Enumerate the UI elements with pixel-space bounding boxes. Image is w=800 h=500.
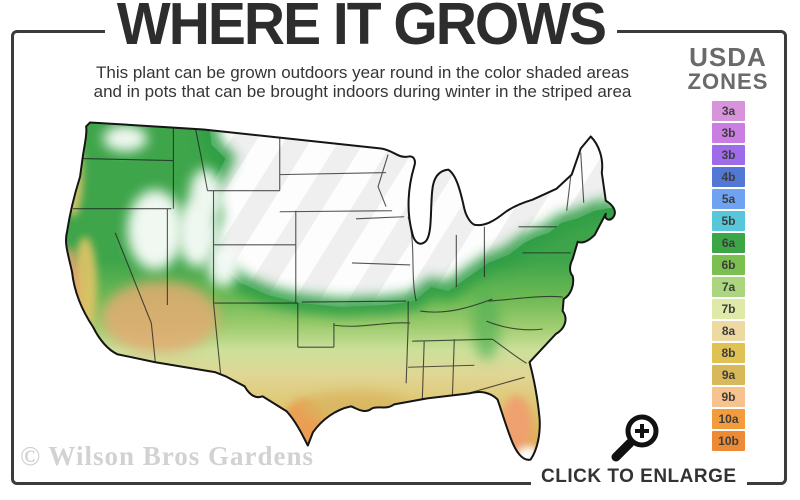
zone-swatch: 4b <box>712 167 745 187</box>
zone-swatch: 8b <box>712 343 745 363</box>
subtitle-line-2: and in pots that can be brought indoors … <box>93 82 632 101</box>
zone-label: 8a <box>721 324 736 338</box>
click-to-enlarge-button[interactable]: CLICK TO ENLARGE <box>531 464 747 490</box>
state-borders <box>73 124 585 404</box>
zone-label: 6a <box>721 236 736 250</box>
zone-label: 3b <box>721 126 736 140</box>
subtitle: This plant can be grown outdoors year ro… <box>40 63 685 101</box>
zone-label: 5b <box>721 214 736 228</box>
legend-title-usda: USDA <box>689 42 767 72</box>
us-map-svg[interactable] <box>55 114 667 466</box>
zone-label: 4b <box>721 170 736 184</box>
zone-swatch: 6a <box>712 233 745 253</box>
zone-swatch: 9b <box>712 387 745 407</box>
zone-swatch: 3b <box>712 145 745 165</box>
usda-zones-legend-list: 3a 3b 3b 4b 5a 5b 6a 6b 7a 7b <box>712 101 746 453</box>
zone-label: 8b <box>721 346 736 360</box>
zone-swatch: 7a <box>712 277 745 297</box>
magnifier-plus-icon[interactable] <box>604 409 666 471</box>
zone-label: 10b <box>718 434 739 448</box>
page-title: WHERE IT GROWS <box>55 0 667 55</box>
legend-title-zones: ZONES <box>687 69 769 94</box>
zone-label: 7a <box>721 280 736 294</box>
zone-label: 3a <box>721 104 736 118</box>
us-map-outline <box>64 121 616 461</box>
zone-swatch: 3a <box>712 101 745 121</box>
zone-swatch: 6b <box>712 255 745 275</box>
zone-swatch: 5a <box>712 189 745 209</box>
zone-swatch: 3b <box>712 123 745 143</box>
zone-swatch: 10a <box>712 409 745 429</box>
zone-label: 9b <box>721 390 736 404</box>
zone-label: 9a <box>721 368 736 382</box>
zone-label: 7b <box>721 302 736 316</box>
zone-swatch: 7b <box>712 299 745 319</box>
watermark: © Wilson Bros Gardens <box>20 441 314 471</box>
zone-label: 10a <box>718 412 739 426</box>
zone-swatch: 8a <box>712 321 745 341</box>
us-hardiness-map[interactable] <box>55 114 667 466</box>
usda-zones-legend-title: USDA ZONES <box>664 44 792 93</box>
zone-label: 6b <box>721 258 736 272</box>
zone-label: 5a <box>721 192 736 206</box>
zone-swatch: 9a <box>712 365 745 385</box>
page-title-text: WHERE IT GROWS <box>104 0 618 55</box>
subtitle-line-1: This plant can be grown outdoors year ro… <box>96 63 629 82</box>
zone-label: 3b <box>721 148 736 162</box>
zone-swatch: 5b <box>712 211 745 231</box>
zone-swatch: 10b <box>712 431 745 451</box>
